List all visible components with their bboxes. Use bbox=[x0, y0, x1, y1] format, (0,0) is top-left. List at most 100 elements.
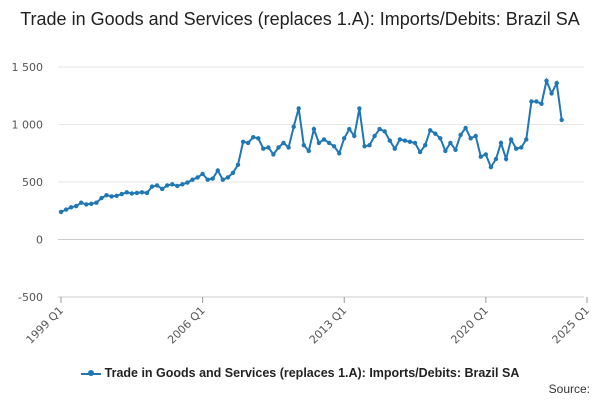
data-point bbox=[503, 156, 509, 162]
data-point bbox=[129, 191, 134, 196]
data-point bbox=[266, 145, 271, 150]
grid bbox=[58, 66, 584, 298]
data-point bbox=[251, 135, 256, 140]
data-point bbox=[534, 99, 539, 104]
data-point bbox=[392, 146, 397, 151]
legend: Trade in Goods and Services (replaces 1.… bbox=[0, 366, 600, 380]
data-point bbox=[352, 133, 357, 139]
data-point bbox=[372, 133, 377, 139]
data-point bbox=[291, 124, 296, 129]
data-point bbox=[170, 182, 175, 187]
y-tick-label: 1 500 bbox=[12, 61, 44, 74]
data-point bbox=[154, 183, 160, 188]
y-tick-label: 500 bbox=[22, 176, 43, 189]
data-point bbox=[301, 143, 306, 148]
data-point bbox=[165, 183, 170, 188]
data-point bbox=[68, 205, 74, 210]
data-point bbox=[185, 180, 190, 185]
data-point bbox=[326, 140, 332, 146]
data-point bbox=[433, 131, 438, 136]
data-point bbox=[539, 101, 544, 107]
data-point bbox=[271, 152, 276, 157]
data-point bbox=[342, 136, 347, 141]
data-point bbox=[139, 190, 145, 195]
data-point bbox=[149, 184, 155, 189]
data-point bbox=[453, 147, 458, 152]
data-point bbox=[463, 125, 468, 131]
data-point bbox=[230, 170, 236, 175]
x-tick-label: 2006 Q1 bbox=[165, 304, 208, 347]
data-point bbox=[549, 91, 554, 96]
data-point bbox=[473, 133, 478, 139]
data-point bbox=[276, 145, 281, 150]
data-point bbox=[458, 132, 463, 138]
data-point bbox=[412, 140, 418, 146]
data-point bbox=[210, 176, 215, 181]
data-point bbox=[84, 202, 89, 207]
data-point bbox=[119, 191, 124, 197]
data-point bbox=[205, 177, 210, 182]
data-point bbox=[89, 201, 94, 206]
data-point bbox=[256, 136, 261, 141]
data-point bbox=[347, 126, 352, 132]
data-point bbox=[321, 137, 327, 142]
data-point bbox=[382, 129, 387, 134]
data-point bbox=[331, 144, 337, 149]
data-point bbox=[311, 126, 317, 132]
x-axis: 1999 Q1 2006 Q1 2013 Q1 2020 Q1 2025 Q1 bbox=[24, 296, 593, 347]
data-point bbox=[306, 148, 311, 154]
data-point bbox=[160, 186, 165, 192]
data-point bbox=[402, 138, 408, 143]
data-point bbox=[367, 143, 372, 148]
data-point bbox=[498, 140, 504, 146]
data-point bbox=[225, 175, 231, 180]
data-point bbox=[74, 203, 79, 209]
data-point bbox=[175, 183, 180, 189]
data-point bbox=[281, 140, 286, 146]
data-point bbox=[508, 137, 514, 142]
data-point bbox=[134, 190, 140, 196]
data-point bbox=[235, 162, 241, 167]
data-point bbox=[529, 99, 534, 104]
x-tick-label: 2013 Q1 bbox=[307, 304, 350, 347]
data-point bbox=[94, 200, 99, 205]
data-point bbox=[397, 137, 403, 142]
data-point bbox=[261, 146, 266, 151]
data-point bbox=[544, 78, 549, 84]
data-point bbox=[200, 171, 205, 177]
data-point bbox=[63, 207, 69, 212]
data-point bbox=[443, 148, 448, 154]
data-point bbox=[362, 144, 367, 149]
legend-label: Trade in Goods and Services (replaces 1.… bbox=[104, 366, 520, 380]
data-point bbox=[468, 136, 473, 141]
data-point bbox=[524, 137, 529, 142]
data-point bbox=[124, 190, 129, 195]
data-point bbox=[195, 175, 200, 180]
data-point bbox=[493, 156, 499, 162]
x-tick-label: 2020 Q1 bbox=[448, 304, 491, 347]
data-point bbox=[104, 193, 109, 198]
data-point bbox=[478, 154, 483, 159]
data-point bbox=[357, 106, 362, 111]
data-point bbox=[559, 117, 564, 123]
data-point bbox=[423, 143, 428, 148]
data-point bbox=[428, 128, 433, 133]
data-point bbox=[407, 139, 413, 144]
data-point bbox=[79, 200, 84, 205]
data-point bbox=[215, 168, 220, 173]
data-point bbox=[240, 139, 246, 144]
data-point bbox=[337, 151, 342, 156]
x-tick-label: 2025 Q1 bbox=[550, 304, 593, 347]
data-point bbox=[114, 193, 119, 198]
data-point bbox=[286, 145, 291, 150]
data-point bbox=[144, 190, 150, 196]
y-tick-label: 0 bbox=[36, 234, 43, 247]
data-point bbox=[448, 140, 453, 146]
data-point bbox=[488, 164, 494, 170]
data-point bbox=[296, 106, 301, 111]
data-point bbox=[190, 177, 195, 182]
y-tick-label: -500 bbox=[18, 291, 43, 304]
x-tick-label: 1999 Q1 bbox=[24, 304, 67, 347]
